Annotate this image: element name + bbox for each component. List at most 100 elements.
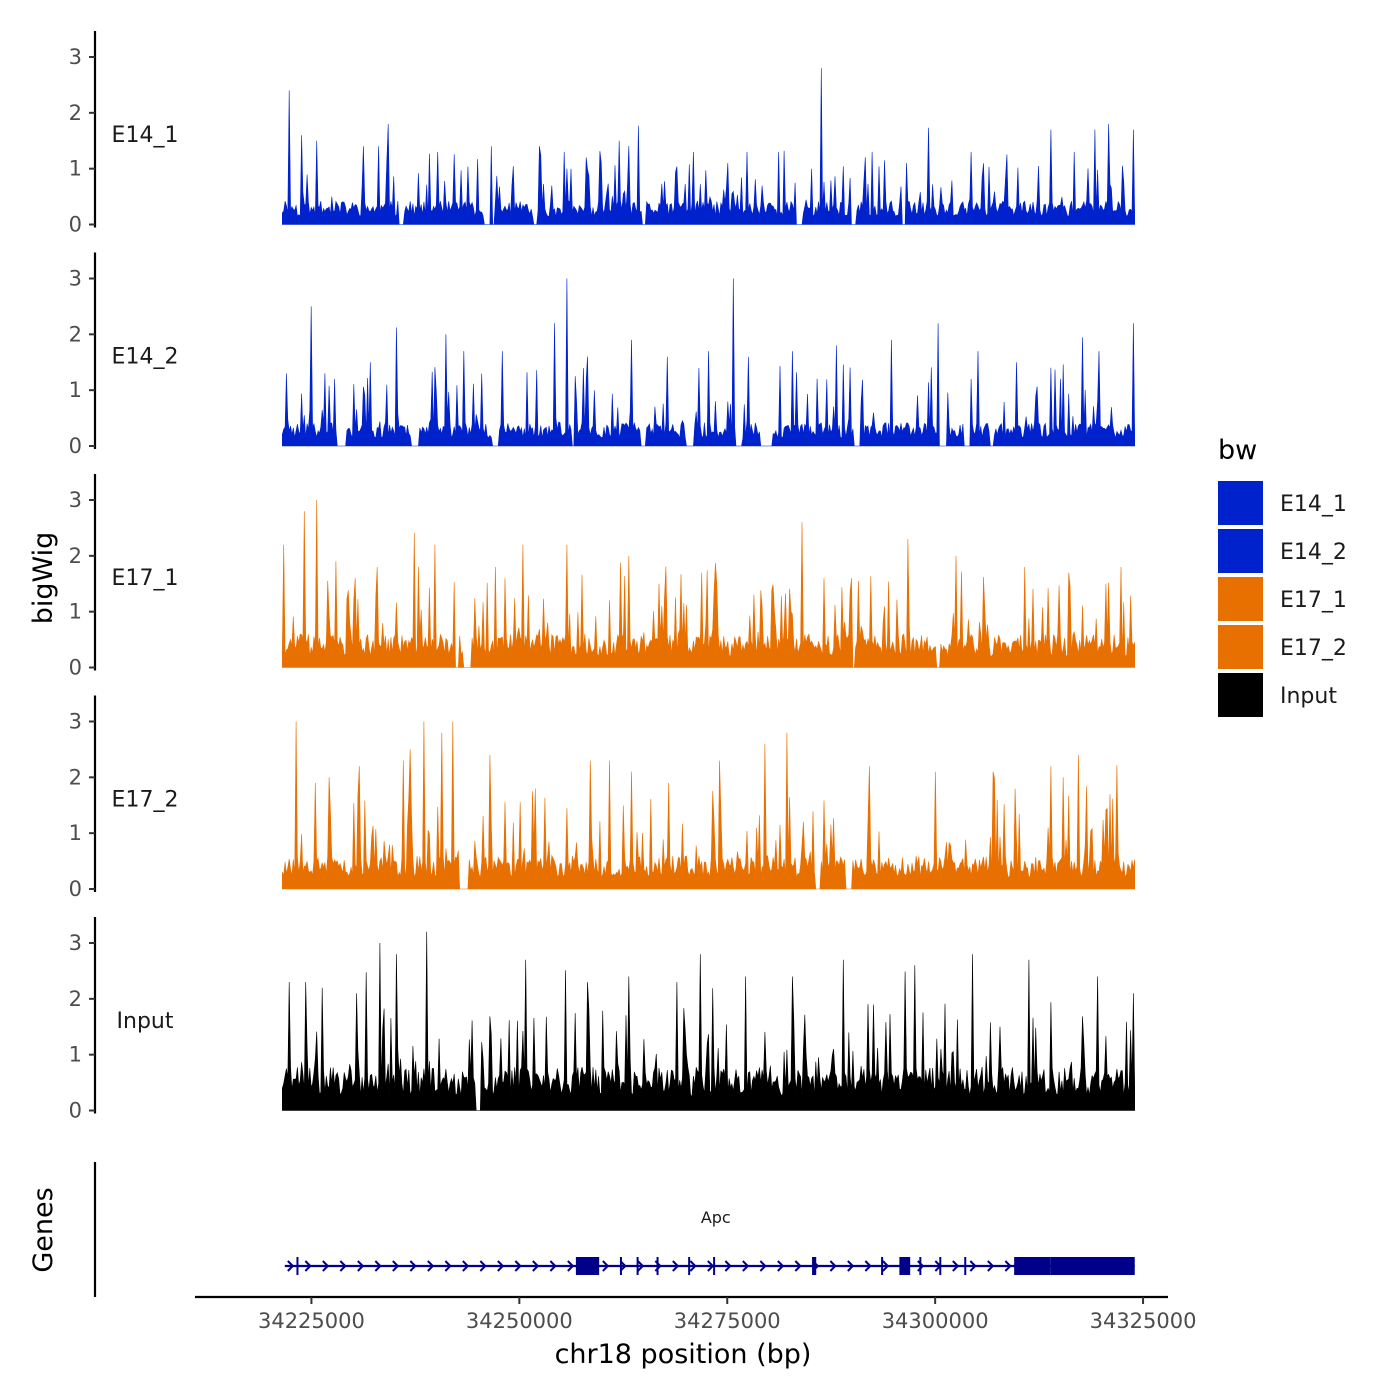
exon bbox=[575, 1257, 600, 1275]
legend-swatch-Input bbox=[1218, 673, 1263, 717]
coverage-tracks: 0 1 2 3 E14_1 0 1 2 3 E14_2 0 1 2 3 E17_1 0 1 2 3 E17_2 0 1 2 3… bbox=[69, 31, 1135, 1123]
legend-label-Input: Input bbox=[1280, 684, 1337, 709]
y-tick-label: 3 bbox=[69, 931, 82, 955]
track-E14_2: 0 1 2 3 E14_2 bbox=[69, 252, 1135, 458]
strand-chevron bbox=[847, 1260, 855, 1272]
exon bbox=[619, 1257, 622, 1275]
y-tick-label: 2 bbox=[69, 765, 82, 789]
strand-chevron bbox=[742, 1260, 750, 1272]
track-label-E17_1: E17_1 bbox=[112, 566, 179, 591]
strand-chevron bbox=[444, 1260, 452, 1272]
exon bbox=[636, 1257, 639, 1275]
strand-chevron bbox=[322, 1260, 330, 1272]
coverage-area-E14_2 bbox=[282, 278, 1135, 447]
y-tick-label: 2 bbox=[69, 322, 82, 346]
coverage-area-E17_1 bbox=[282, 499, 1135, 668]
exon bbox=[919, 1257, 922, 1275]
strand-chevron bbox=[882, 1260, 890, 1272]
strand-chevron bbox=[392, 1260, 400, 1272]
strand-chevron bbox=[514, 1260, 522, 1272]
strand-chevron bbox=[707, 1260, 715, 1272]
y-tick-label: 3 bbox=[69, 710, 82, 734]
x-tick-label: 34225000 bbox=[258, 1309, 365, 1333]
exon bbox=[713, 1257, 716, 1275]
coverage-area-E17_2 bbox=[282, 721, 1135, 890]
y-tick-label: 0 bbox=[69, 656, 82, 680]
strand-chevron bbox=[952, 1260, 960, 1272]
strand-chevron bbox=[987, 1260, 995, 1272]
strand-chevron bbox=[864, 1260, 872, 1272]
x-tick-label: 34275000 bbox=[674, 1309, 781, 1333]
strand-chevron bbox=[497, 1260, 505, 1272]
genes-axis-title: Genes bbox=[28, 1187, 59, 1272]
track-label-E17_2: E17_2 bbox=[112, 788, 179, 813]
x-tick-label: 34300000 bbox=[882, 1309, 989, 1333]
track-E17_1: 0 1 2 3 E17_1 bbox=[69, 474, 1135, 680]
y-tick-label: 3 bbox=[69, 267, 82, 291]
coverage-area-Input bbox=[282, 931, 1135, 1111]
exon bbox=[964, 1257, 967, 1275]
exon bbox=[688, 1257, 691, 1275]
y-tick-label: 2 bbox=[69, 544, 82, 568]
legend-label-E14_2: E14_2 bbox=[1280, 540, 1347, 565]
y-tick-label: 1 bbox=[69, 378, 82, 402]
strand-chevron bbox=[549, 1260, 557, 1272]
legend-swatch-E14_2 bbox=[1218, 529, 1263, 573]
y-tick-label: 1 bbox=[69, 1043, 82, 1067]
exon bbox=[1050, 1257, 1135, 1275]
strand-chevron bbox=[689, 1260, 697, 1272]
strand-chevron bbox=[479, 1260, 487, 1272]
y-tick-label: 3 bbox=[69, 45, 82, 69]
track-label-Input: Input bbox=[117, 1009, 174, 1034]
y-tick-label: 0 bbox=[69, 1099, 82, 1123]
strand-chevron bbox=[777, 1260, 785, 1272]
legend-label-E14_1: E14_1 bbox=[1280, 492, 1347, 517]
strand-chevron bbox=[532, 1260, 540, 1272]
strand-chevron bbox=[1004, 1260, 1012, 1272]
gene-label-Apc: Apc bbox=[701, 1208, 731, 1227]
strand-chevron bbox=[759, 1260, 767, 1272]
coverage-area-E14_1 bbox=[282, 68, 1135, 225]
strand-chevron bbox=[724, 1260, 732, 1272]
strand-chevron bbox=[409, 1260, 417, 1272]
legend-swatch-E17_1 bbox=[1218, 577, 1263, 621]
x-tick-label: 34325000 bbox=[1090, 1309, 1197, 1333]
strand-chevron bbox=[602, 1260, 610, 1272]
strand-chevron bbox=[619, 1260, 627, 1272]
legend: bw E14_1 E14_2 E17_1 E17_2 Input bbox=[1218, 435, 1347, 717]
strand-chevron bbox=[794, 1260, 802, 1272]
exon bbox=[881, 1257, 884, 1275]
track-E17_2: 0 1 2 3 E17_2 bbox=[69, 695, 1135, 901]
track-Input: 0 1 2 3 Input bbox=[69, 917, 1135, 1123]
strand-chevron bbox=[567, 1260, 575, 1272]
strand-chevron bbox=[672, 1260, 680, 1272]
strand-chevron bbox=[374, 1260, 382, 1272]
strand-chevron bbox=[829, 1260, 837, 1272]
exon bbox=[812, 1257, 817, 1275]
exon bbox=[296, 1257, 299, 1275]
legend-swatch-E17_2 bbox=[1218, 625, 1263, 669]
exon bbox=[1014, 1257, 1051, 1275]
y-tick-label: 1 bbox=[69, 821, 82, 845]
strand-chevron bbox=[357, 1260, 365, 1272]
y-tick-label: 1 bbox=[69, 157, 82, 181]
x-axis: 34225000 34250000 34275000 34300000 34325000 bbox=[195, 1295, 1197, 1333]
track-label-E14_2: E14_2 bbox=[112, 345, 179, 370]
y-tick-label: 0 bbox=[69, 434, 82, 458]
y-tick-label: 2 bbox=[69, 101, 82, 125]
strand-chevron bbox=[287, 1260, 295, 1272]
legend-title: bw bbox=[1218, 435, 1257, 466]
gene-track: Apc bbox=[93, 1162, 1135, 1297]
x-tick-label: 34250000 bbox=[466, 1309, 573, 1333]
legend-swatch-E14_1 bbox=[1218, 481, 1263, 525]
y-tick-label: 0 bbox=[69, 213, 82, 237]
strand-chevron bbox=[637, 1260, 645, 1272]
y-axis-title: bigWig bbox=[28, 532, 59, 625]
strand-chevron bbox=[427, 1260, 435, 1272]
strand-chevron bbox=[339, 1260, 347, 1272]
track-E14_1: 0 1 2 3 E14_1 bbox=[69, 31, 1135, 237]
exon bbox=[656, 1257, 659, 1275]
x-axis-title: chr18 position (bp) bbox=[555, 1339, 812, 1370]
legend-label-E17_2: E17_2 bbox=[1280, 636, 1347, 661]
